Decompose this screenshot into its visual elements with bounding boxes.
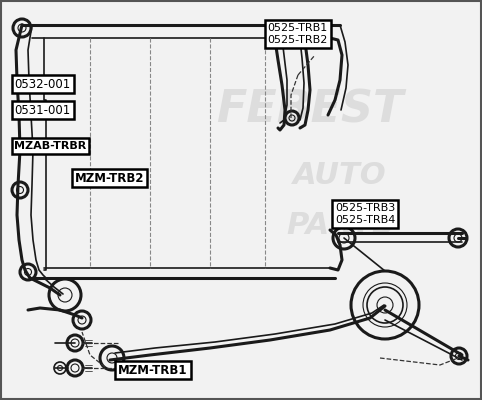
Text: MZAB-TRBR: MZAB-TRBR	[14, 141, 87, 151]
Text: 0531-001: 0531-001	[14, 104, 71, 116]
Text: PARTS: PARTS	[286, 210, 394, 240]
Text: MZM-TRB2: MZM-TRB2	[75, 172, 144, 184]
Text: 0525-TRB3
0525-TRB4: 0525-TRB3 0525-TRB4	[335, 203, 395, 225]
Text: 0532-001: 0532-001	[14, 78, 71, 90]
Text: 0525-TRB1
0525-TRB2: 0525-TRB1 0525-TRB2	[268, 23, 328, 45]
Text: AUTO: AUTO	[293, 160, 387, 190]
Text: FEBEST: FEBEST	[216, 88, 404, 132]
Text: MZM-TRB1: MZM-TRB1	[118, 364, 187, 376]
